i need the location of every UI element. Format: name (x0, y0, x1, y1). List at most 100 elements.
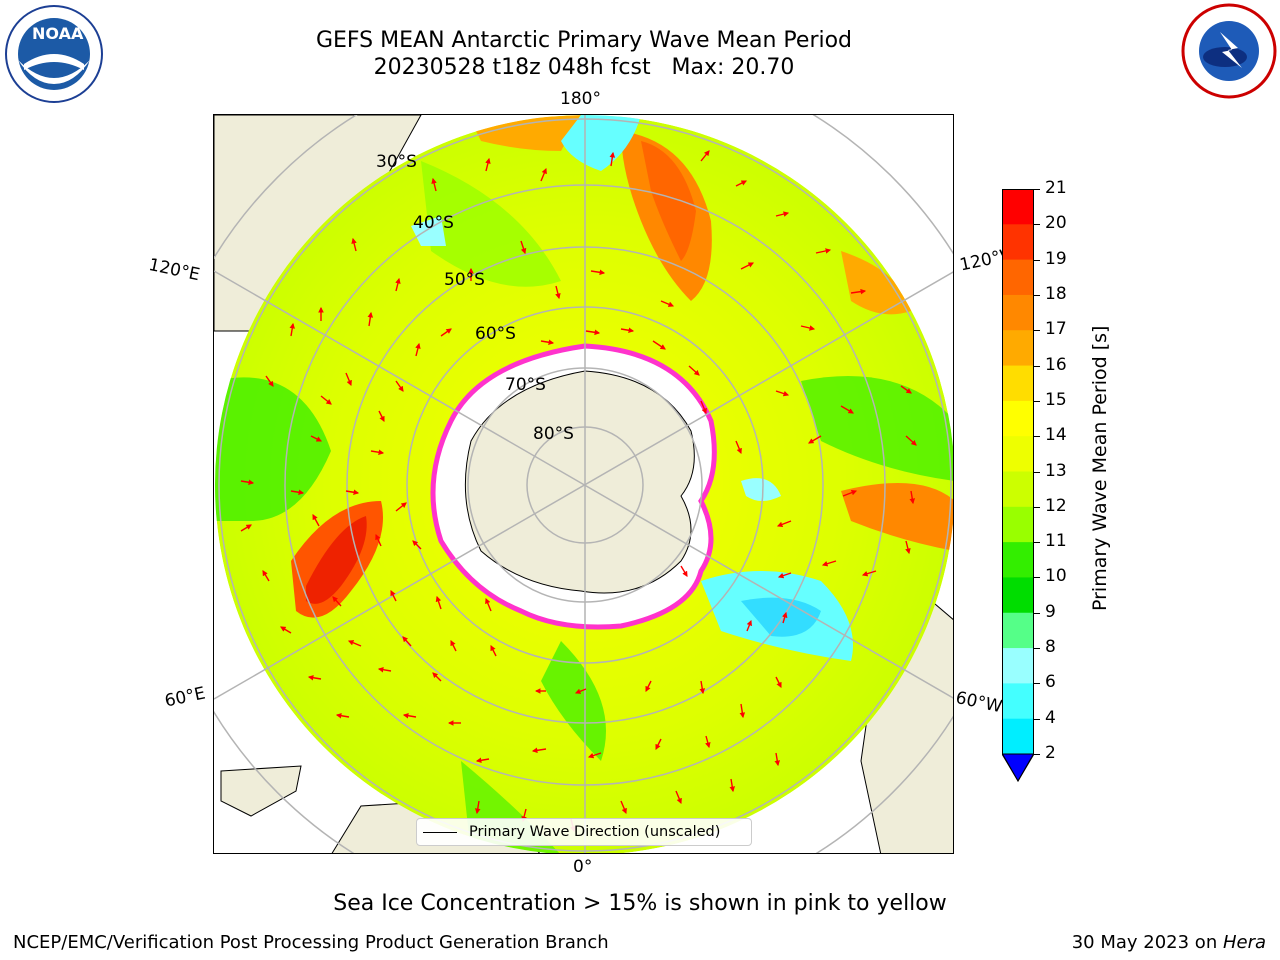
colorbar-ticks: 21 20 19 18 17 16 15 14 13 12 11 10 9 8 6 4 2 (1034, 178, 1084, 763)
direction-arrow (699, 680, 706, 695)
direction-arrow (774, 752, 781, 767)
direction-arrow (740, 262, 755, 270)
direction-arrow (821, 560, 837, 567)
direction-arrow (395, 277, 401, 292)
polar-map-svg (214, 115, 953, 853)
lat-label-50s: 50°S (444, 270, 485, 290)
legend-line-sample (423, 831, 457, 833)
colorbar-tick-label: 18 (1045, 283, 1067, 304)
colorbar-tick-label: 8 (1045, 637, 1056, 658)
colorbar-band (1002, 436, 1034, 472)
colorbar-tick-mark (1034, 718, 1040, 720)
colorbar-tick-label: 2 (1045, 743, 1056, 763)
colorbar-tick-label: 20 (1045, 213, 1067, 234)
colorbar-band (1002, 224, 1034, 261)
direction-arrow (240, 524, 252, 532)
direction-arrow (776, 520, 792, 528)
direction-arrow (402, 712, 417, 719)
direction-arrow (700, 400, 707, 415)
direction-arrow (345, 489, 360, 496)
direction-arrow (587, 752, 602, 759)
lat-label-40s: 40°S (413, 213, 454, 233)
direction-arrow (609, 151, 616, 167)
direction-arrow (900, 385, 912, 394)
colorbar-label: Primary Wave Mean Period [s] (1089, 325, 1111, 611)
direction-arrow (800, 325, 816, 331)
noaa-logo: NOAA (4, 4, 104, 104)
colorbar-tick-label: 9 (1045, 601, 1056, 622)
direction-arrow (782, 611, 788, 624)
direction-arrow (585, 329, 601, 336)
chart-title-line2: 20230528 t18z 048h fcst Max: 20.70 (373, 55, 795, 80)
direction-arrow (735, 180, 748, 187)
colorbar-tick-label: 14 (1045, 425, 1067, 446)
direction-arrow (729, 778, 736, 793)
colorbar-tick-mark (1034, 259, 1040, 261)
colorbar-tick-mark (1034, 683, 1040, 685)
colorbar-tick-label: 19 (1045, 248, 1067, 269)
colorbar-tick-label: 10 (1045, 566, 1067, 587)
direction-arrow (370, 449, 385, 456)
colorbar-tick-mark (1034, 612, 1040, 614)
direction-arrow (775, 390, 790, 397)
colorbar-band (1002, 365, 1034, 402)
direction-arrow (351, 237, 357, 252)
direction-arrow (905, 435, 917, 446)
direction-arrow (290, 489, 305, 496)
direction-arrow (808, 435, 822, 444)
colorbar-band (1002, 330, 1034, 367)
direction-arrow (312, 514, 320, 527)
direction-arrow (375, 533, 382, 547)
colorbar-outline (1002, 189, 1034, 783)
direction-arrow (620, 327, 635, 334)
colorbar-band (1002, 683, 1034, 720)
colorbar-band (1002, 400, 1034, 437)
colorbar-tick-label: 17 (1045, 319, 1067, 340)
footer-right: 30 May 2023 on Hera (1072, 932, 1266, 953)
map-legend: Primary Wave Direction (unscaled) (416, 818, 752, 846)
direction-arrow (842, 489, 858, 497)
lon-label-0: 0° (573, 857, 593, 877)
colorbar-band (1002, 718, 1034, 755)
direction-arrow (735, 440, 742, 455)
lon-label-180: 180° (560, 89, 601, 109)
direction-arrow (475, 757, 490, 764)
colorbar-band (1002, 577, 1034, 614)
direction-arrow (289, 322, 296, 337)
direction-arrow (905, 540, 911, 555)
direction-arrow (320, 395, 332, 405)
lon-label-60e: 60°E (163, 683, 208, 712)
direction-arrow (347, 640, 362, 647)
direction-arrow (474, 800, 481, 815)
colorbar-tick-mark (1034, 400, 1040, 402)
colorbar (1001, 189, 1035, 783)
colorbar-tick-mark (1034, 648, 1040, 650)
colorbar-band (1002, 648, 1034, 684)
colorbar-band (1002, 542, 1034, 578)
colorbar-tick-label: 13 (1045, 460, 1067, 481)
lat-label-30s: 30°S (376, 152, 417, 172)
direction-arrow (775, 676, 782, 689)
colorbar-tick-mark (1034, 436, 1040, 438)
direction-arrow (367, 311, 374, 327)
direction-arrow (345, 372, 352, 387)
direction-arrow (675, 790, 682, 805)
colorbar-tick-label: 4 (1045, 707, 1056, 728)
colorbar-tick-mark (1034, 506, 1040, 508)
direction-arrow (815, 248, 832, 254)
direction-arrow (310, 435, 323, 442)
direction-arrow (485, 597, 492, 612)
sea-ice-note: Sea Ice Concentration > 15% is shown in … (333, 891, 947, 916)
direction-arrow (490, 644, 497, 657)
direction-arrow (777, 572, 792, 579)
direction-arrow (332, 596, 342, 607)
direction-arrow (775, 211, 790, 217)
direction-arrow (280, 626, 292, 634)
direction-arrow (265, 375, 274, 387)
direction-arrow (660, 300, 675, 307)
direction-arrow (412, 540, 422, 550)
direction-arrow (378, 410, 385, 423)
lat-label-80s: 80°S (533, 424, 574, 444)
colorbar-band (1002, 294, 1034, 331)
direction-arrow (620, 800, 627, 815)
